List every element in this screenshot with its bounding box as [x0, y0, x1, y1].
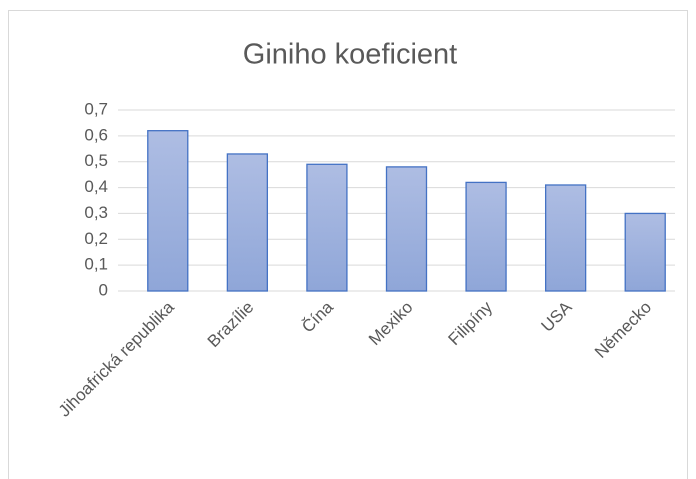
y-tick-label: 0,3: [84, 203, 108, 222]
bar: [465, 181, 507, 292]
bar: [306, 163, 348, 292]
y-tick-label: 0,1: [84, 255, 108, 274]
y-tick-label: 0,7: [84, 99, 108, 118]
y-tick-label: 0,4: [84, 177, 108, 196]
bar: [385, 166, 428, 292]
y-tick-label: 0,6: [84, 125, 108, 144]
bar: [147, 130, 189, 292]
bar: [544, 184, 587, 292]
y-tick-label: 0,5: [84, 151, 108, 170]
y-tick-label: 0,2: [84, 229, 108, 248]
chart-title: Giniho koeficient: [243, 39, 457, 71]
y-tick-label: 0: [99, 280, 108, 299]
bar: [624, 212, 666, 292]
bar: [226, 153, 269, 292]
